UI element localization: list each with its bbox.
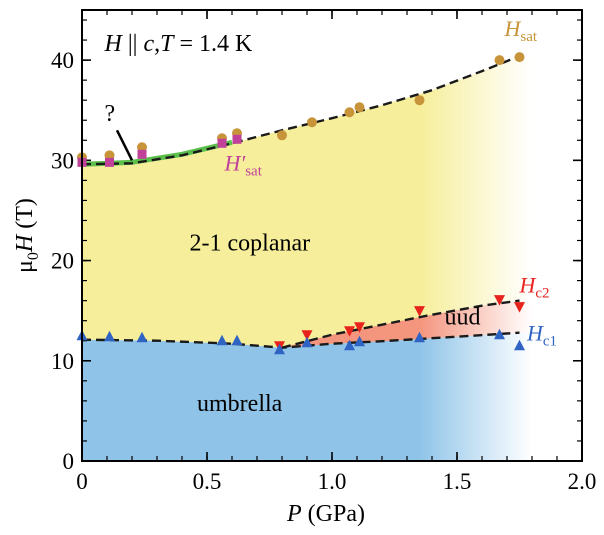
data-point-hc1 bbox=[216, 334, 228, 346]
data-point-hsat bbox=[104, 150, 115, 161]
plot-frame bbox=[81, 9, 583, 462]
phase-label-uud: uud bbox=[445, 305, 481, 331]
series-label-hc1: Hc1 bbox=[526, 321, 557, 350]
condition-annotation: H || c,T = 1.4 K bbox=[104, 31, 254, 57]
y-tick-label: 40 bbox=[51, 48, 74, 73]
x-tick-label: 0 bbox=[76, 469, 88, 494]
question-mark-label: ? bbox=[105, 101, 116, 127]
y-tick-label: 30 bbox=[51, 148, 74, 173]
data-point-hc1 bbox=[344, 339, 355, 351]
series-label-hc1-main: H bbox=[526, 321, 544, 346]
y-tick-label: 0 bbox=[63, 449, 75, 474]
data-point-hsat bbox=[354, 102, 365, 113]
data-point-hc2 bbox=[354, 322, 365, 333]
coplanar-region bbox=[82, 56, 582, 348]
series-label-hc2-sub: c2 bbox=[535, 286, 549, 302]
data-point-hsat bbox=[414, 95, 425, 106]
uud-region bbox=[282, 300, 582, 348]
data-point-hc2 bbox=[494, 295, 505, 306]
data-point-hsat bbox=[494, 55, 505, 66]
series-label-hsat-main: H bbox=[504, 16, 522, 41]
x-axis-title-symbol: P bbox=[286, 501, 302, 527]
data-point-hsat_prime bbox=[105, 157, 114, 167]
phase-label-coplanar: 2-1 coplanar bbox=[190, 231, 311, 257]
y-axis-title: μ0H (T) bbox=[12, 198, 42, 273]
hsat-boundary-line bbox=[81, 54, 520, 166]
data-point-hc1 bbox=[514, 339, 525, 351]
data-point-hc1 bbox=[494, 328, 505, 340]
annotation-comma: , bbox=[154, 31, 160, 57]
annotation-c: c bbox=[143, 31, 154, 57]
series-label-hsat: Hsat bbox=[504, 16, 538, 45]
x-tick-label: 1.0 bbox=[318, 469, 347, 494]
data-point-hc1 bbox=[274, 343, 285, 355]
data-point-hc1 bbox=[354, 335, 365, 347]
series-label-hsat-prime-sub: sat bbox=[245, 163, 262, 179]
data-point-hsat bbox=[344, 107, 355, 118]
axis-ticks: 0 0.5 1.0 1.5 2.0 0 10 20 30 40 bbox=[51, 10, 596, 494]
hc2-boundary-line bbox=[281, 299, 520, 349]
y-axis-title-sub: 0 bbox=[25, 252, 42, 260]
annotation-value: = 1.4 K bbox=[173, 31, 253, 57]
x-tick-label: 1.5 bbox=[443, 469, 472, 494]
data-point-hsat bbox=[514, 52, 525, 63]
data-point-hc2 bbox=[414, 306, 425, 317]
x-axis-title: P (GPa) bbox=[286, 501, 365, 527]
data-point-hc2 bbox=[344, 326, 355, 337]
data-point-hc2 bbox=[301, 330, 313, 341]
data-markers bbox=[76, 52, 525, 355]
data-point-hsat_prime bbox=[137, 149, 147, 159]
data-point-hsat bbox=[137, 142, 147, 153]
y-tick-label: 20 bbox=[51, 249, 74, 274]
data-point-hsat_prime bbox=[232, 134, 242, 144]
x-axis-title-unit: (GPa) bbox=[302, 501, 365, 527]
series-label-hc2-main: H bbox=[519, 273, 537, 298]
question-pointer-line bbox=[115, 129, 134, 161]
y-tick-label: 10 bbox=[51, 349, 74, 374]
y-axis-title-mu: μ bbox=[12, 260, 38, 273]
series-label-hsat-prime: H′sat bbox=[224, 150, 263, 179]
data-point-hsat bbox=[307, 117, 317, 128]
x-tick-label: 2.0 bbox=[568, 469, 597, 494]
data-point-hc1 bbox=[301, 336, 313, 348]
data-point-hsat_prime bbox=[217, 138, 227, 148]
series-label-hsat-prime-main: H′ bbox=[224, 150, 247, 175]
y-axis-title-unit: (T) bbox=[12, 198, 38, 235]
data-point-hc2 bbox=[514, 302, 525, 313]
data-point-hc1 bbox=[104, 330, 115, 342]
annotation-t: T bbox=[160, 31, 175, 57]
series-label-hsat-sub: sat bbox=[520, 29, 537, 45]
data-point-hc1 bbox=[231, 334, 243, 346]
series-label-hc1-sub: c1 bbox=[543, 334, 557, 350]
series-label-hc2: Hc2 bbox=[519, 273, 550, 302]
data-point-hc1 bbox=[414, 331, 425, 343]
y-axis-title-h: H bbox=[12, 233, 38, 253]
data-point-hc1 bbox=[136, 331, 148, 343]
umbrella-region bbox=[82, 332, 582, 461]
phase-label-umbrella: umbrella bbox=[197, 391, 283, 417]
annotation-parallel: || bbox=[122, 31, 144, 57]
x-tick-label: 0.5 bbox=[193, 469, 222, 494]
data-point-hsat bbox=[277, 130, 287, 141]
annotation-h: H bbox=[104, 31, 124, 57]
